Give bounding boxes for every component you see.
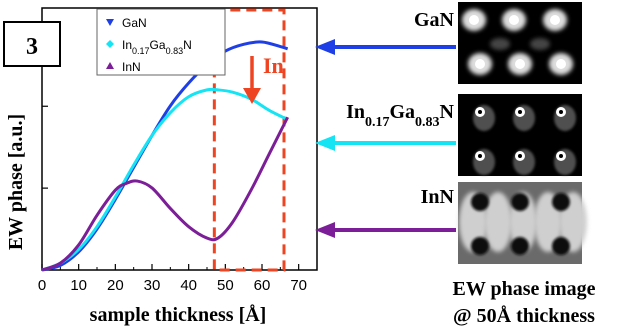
legend-label-part: N <box>183 38 192 52</box>
dark-hole <box>471 237 489 255</box>
bright-lattice <box>484 192 512 252</box>
x-tick-label: 30 <box>144 277 161 294</box>
legend-label-part: 0.83 <box>166 46 184 56</box>
bright-spot-core <box>556 59 566 69</box>
legend-label-part: Ga <box>150 38 166 52</box>
dark-hole <box>511 193 529 211</box>
series-line-in0-17ga0-83n <box>41 87 289 272</box>
panel-label: 3 <box>26 34 38 60</box>
bright-spot-core <box>469 15 479 25</box>
phase-image-label-part: InN <box>421 186 455 208</box>
pointer-arrow-head <box>315 135 335 151</box>
faint-blob <box>530 38 550 50</box>
legend-label-part: In <box>122 38 132 52</box>
legend-label-part: 0.17 <box>132 46 150 56</box>
phase-image-2 <box>458 182 587 264</box>
x-tick-label: 40 <box>180 277 197 294</box>
bright-spot-core <box>509 15 519 25</box>
legend-marker-1 <box>106 40 114 48</box>
phase-image-label: In0.17Ga0.83N <box>346 101 454 130</box>
phase-image-label: InN <box>421 186 455 208</box>
pointer-arrow-head <box>315 39 335 55</box>
x-tick-label: 70 <box>290 277 307 294</box>
bright-spot-core <box>550 15 560 25</box>
x-tick-label: 20 <box>107 277 124 294</box>
phase-image-label: GaN <box>414 9 455 31</box>
dark-hole <box>511 237 529 255</box>
phase-image-0 <box>458 2 582 84</box>
dark-hole <box>552 237 570 255</box>
x-axis-ticks: 0 10 20 30 40 50 60 70 <box>38 264 318 294</box>
in-annotation-label: In <box>263 53 284 78</box>
highlight-box <box>212 8 286 272</box>
bright-spot-core <box>475 59 485 69</box>
faint-blob <box>490 38 510 50</box>
speckle-core <box>518 110 522 114</box>
phase-image-label-part: 0.83 <box>415 115 440 130</box>
phase-image-label-part: N <box>440 101 455 123</box>
x-tick-label: 50 <box>217 277 234 294</box>
x-tick-label: 10 <box>70 277 87 294</box>
pointer-arrow-head <box>315 222 335 238</box>
x-tick-label: 0 <box>38 277 46 294</box>
phase-image-label-part: 0.17 <box>365 115 390 130</box>
legend-label: In0.17Ga0.83N <box>122 38 192 56</box>
panel-label-frame <box>3 21 61 67</box>
legend-marker-2 <box>106 62 114 69</box>
panel-label-box: 3 <box>3 21 61 67</box>
legend-frame <box>96 8 226 76</box>
speckle-core <box>559 110 563 114</box>
legend-label: GaN <box>122 16 147 30</box>
dark-hole <box>471 193 489 211</box>
y-axis-label: EW phase [a.u.] <box>5 114 27 250</box>
phase-image-label-part: GaN <box>414 9 455 31</box>
speckle-core <box>478 154 482 158</box>
caption-line1: EW phase image <box>453 278 596 300</box>
plot-frame <box>41 7 318 271</box>
dark-hole <box>552 193 570 211</box>
plot-area <box>41 7 318 271</box>
phase-image-label-part: Ga <box>389 101 415 123</box>
phase-image-1 <box>458 94 582 176</box>
series-layer <box>41 40 290 272</box>
series-line-inn <box>41 116 290 272</box>
x-axis-label: sample thickness [Å] <box>90 303 267 326</box>
in-arrow-head <box>243 88 261 104</box>
speckle-core <box>559 154 563 158</box>
legend-marker-0 <box>106 19 114 26</box>
speckle-core <box>518 154 522 158</box>
phase-image-label-part: In <box>346 101 365 123</box>
legend-label: InN <box>122 60 141 74</box>
x-tick-label: 60 <box>254 277 271 294</box>
caption-line2: @ 50Å thickness <box>453 304 595 327</box>
in-annotation: In <box>243 53 284 104</box>
speckle-core <box>478 110 482 114</box>
bright-spot-core <box>515 59 525 69</box>
